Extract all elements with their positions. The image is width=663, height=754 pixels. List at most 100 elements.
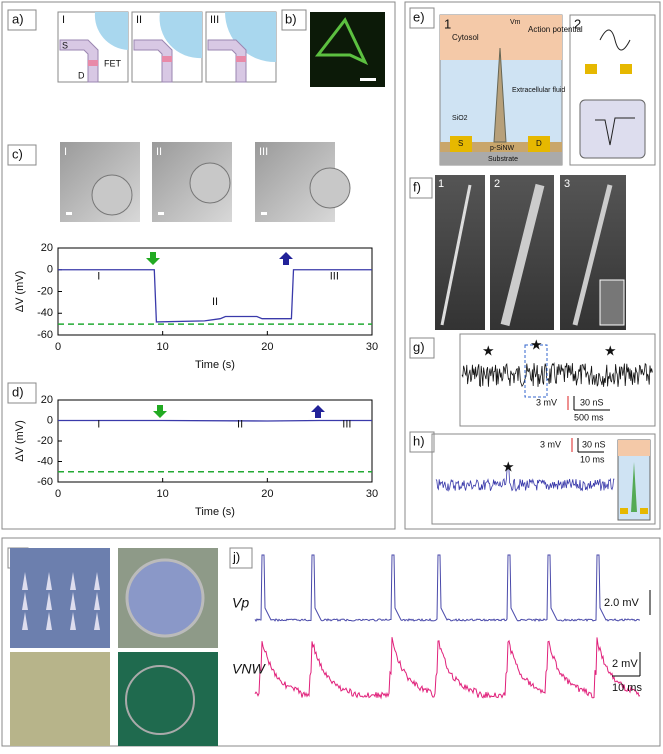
y-tick-label: -60 [37,329,53,341]
action-potential-label: Action potential [528,25,583,34]
label-box [229,547,253,569]
nanowire [94,612,100,630]
y-tick-label: -20 [37,285,53,297]
bottom-panel [1,537,661,747]
y-tick-label: 20 [41,394,53,406]
spike-marker: ★ [502,459,515,475]
arrow [279,252,293,265]
nanowire [46,592,52,610]
sio2-label: SiO2 [452,115,468,122]
scale-label: 2.0 mV [604,597,640,609]
source-label: S [62,40,68,50]
data-line [58,419,372,422]
fluorescence-image [314,17,369,66]
vm-label: Vm [510,19,521,26]
spike-marker: ★ [482,343,495,359]
nanowire [22,572,28,590]
trace-frame [431,433,656,525]
trace [254,554,640,623]
x-axis-label: Time (s) [195,506,235,518]
nanowire [70,612,76,630]
step-label: I [62,14,65,26]
substrate-label: Substrate [488,156,518,163]
x-tick-label: 30 [366,341,378,353]
left-panel [1,1,396,530]
fet-label: FET [104,58,122,68]
arrow [146,252,160,265]
nanowire [22,592,28,610]
trace [254,637,641,700]
x-tick-label: 0 [55,488,61,500]
sub-label: 1 [438,178,444,190]
step-label: I [64,146,67,158]
annotation: III [330,271,339,283]
y-axis-label: ΔV (mV) [14,271,26,313]
nanowire [94,592,100,610]
scale-label: 30 nS [580,397,604,407]
step-label: II [156,146,162,158]
source-label: S [458,139,463,148]
scale-label: 2 mV [612,658,638,670]
arrow [311,405,325,418]
right-panel [404,1,661,530]
cytosol-label: Cytosol [452,33,479,42]
scale-label: 10 ms [580,454,605,464]
label-box [7,9,37,31]
nanowire [46,612,52,630]
panel-label: g) [413,339,425,354]
nanowire-label: p-SiNW [490,145,515,152]
plot-frame [57,247,373,336]
nanowire [46,572,52,590]
micrographs [60,142,351,222]
nanowire [70,572,76,590]
scale-label: 30 nS [582,439,606,449]
y-tick-label: -20 [37,435,53,447]
trace-label: Vp [232,595,249,611]
sub-label: 3 [564,178,570,190]
x-tick-label: 10 [157,341,169,353]
scale-label: 500 ms [574,412,604,422]
device-images [10,548,218,746]
x-tick-label: 0 [55,341,61,353]
label-box [7,144,37,166]
scale-label: 10 ms [612,682,642,694]
trace-label: VNW [232,661,266,677]
x-tick-label: 10 [157,488,169,500]
extracellular-label: Extracellular fluid [512,87,565,94]
sub-label: 2 [574,16,581,31]
nanowire [70,592,76,610]
label-box [7,382,37,404]
trace [435,466,615,492]
nanowire [94,572,100,590]
drain-label: D [78,70,85,80]
panel-label: j) [232,549,240,564]
data-line [58,269,372,323]
label-box [281,9,307,31]
x-tick-label: 20 [261,341,273,353]
label-box [409,7,435,29]
label-box [409,431,435,453]
panel-label: f) [413,179,421,194]
step-label: III [259,146,268,158]
annotation: I [97,271,100,283]
panel-label: e) [413,9,425,24]
device-schematic [439,14,656,166]
spike-marker: ★ [530,337,543,353]
label-box [409,337,435,359]
y-tick-label: -40 [37,455,53,467]
recording-trace [461,362,653,388]
recording-trace [254,554,641,700]
arrow [153,405,167,418]
schematic-a [57,11,277,83]
step-label: III [210,14,219,26]
sem-images [435,175,626,330]
annotation: II [237,419,243,431]
y-tick-label: 0 [47,414,53,426]
annotation: II [212,296,218,308]
spike-marker: ★ [604,343,617,359]
plot-frame [57,399,373,483]
drain-label: D [536,139,542,148]
y-tick-label: 20 [41,242,53,254]
sub-label: 2 [494,178,500,190]
